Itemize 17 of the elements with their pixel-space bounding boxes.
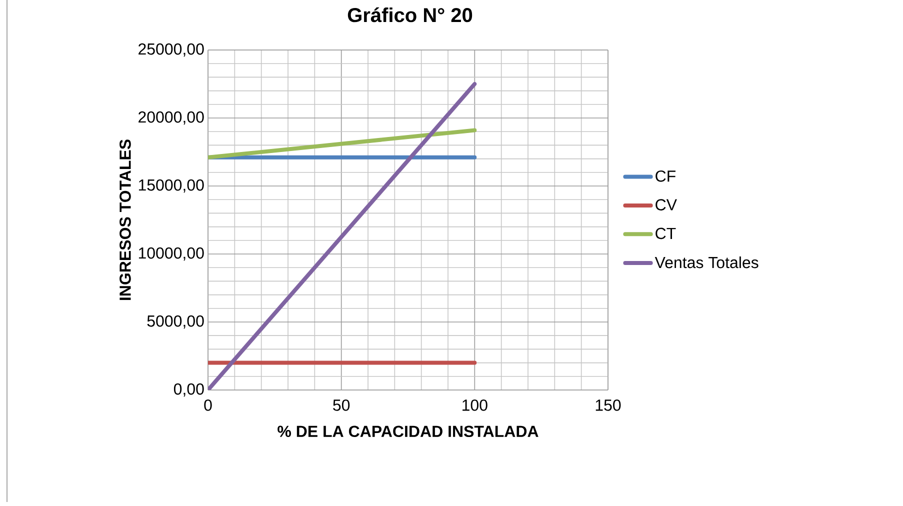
x-tick-label: 100 [462,400,488,411]
legend-label: CF [656,170,676,182]
y-tick-label: 5000,00 [147,315,204,329]
y-axis-title: INGRESOS TOTALES [120,140,131,300]
legend-label: CV [656,199,677,210]
chart-title: Gráfico N° 20 [348,7,472,22]
x-tick-label: 0 [204,400,212,411]
y-tick-label: 20000,00 [138,111,204,125]
y-tick-label: 10000,00 [138,247,204,261]
y-tick-label: 0,00 [174,383,204,397]
legend-label: CT [656,228,676,240]
y-tick-label: 15000,00 [138,179,204,193]
x-tick-label: 50 [333,400,350,411]
legend-label: Ventas Totales [654,256,758,268]
x-tick-label: 150 [596,400,621,411]
x-axis-title: % DE LA CAPACIDAD INSTALADA [278,426,538,438]
y-tick-label: 25000,00 [138,43,204,57]
